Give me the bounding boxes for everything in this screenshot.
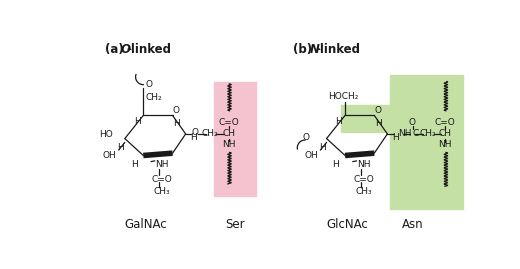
Text: N: N (309, 43, 319, 56)
Text: -linked: -linked (126, 43, 172, 56)
Text: O: O (121, 43, 131, 56)
Bar (389, 75, 463, 209)
Text: OH: OH (102, 151, 116, 160)
Text: H: H (173, 119, 180, 128)
Text: CH: CH (439, 129, 452, 138)
Text: H: H (134, 117, 140, 126)
Text: HOCH₂: HOCH₂ (328, 92, 359, 101)
Text: O: O (173, 106, 180, 115)
Text: H: H (392, 133, 398, 142)
Text: H: H (332, 160, 339, 169)
Text: H: H (190, 133, 197, 142)
Text: C: C (412, 129, 418, 138)
Text: NH: NH (222, 140, 236, 149)
Text: H: H (319, 143, 326, 152)
Text: O: O (374, 106, 382, 115)
Text: O: O (409, 118, 415, 127)
Text: C=O: C=O (353, 175, 374, 184)
Text: NH: NH (357, 160, 370, 169)
Text: CH: CH (222, 129, 235, 138)
Text: O: O (191, 128, 199, 137)
Bar (341, 105, 395, 132)
Text: (b): (b) (293, 43, 317, 56)
Text: GalNAc: GalNAc (124, 218, 167, 231)
Text: O: O (146, 80, 152, 89)
Text: O: O (303, 133, 309, 141)
Text: Ser: Ser (225, 218, 245, 231)
Text: OH: OH (304, 151, 318, 160)
Text: CH₂: CH₂ (146, 93, 162, 102)
Text: GlcNAc: GlcNAc (327, 218, 368, 231)
Text: Asn: Asn (402, 218, 424, 231)
Text: CH₃: CH₃ (153, 187, 170, 196)
Text: CH₂: CH₂ (202, 129, 218, 138)
Text: C=O: C=O (435, 118, 456, 127)
Text: H: H (131, 160, 137, 169)
Text: HO: HO (99, 130, 112, 139)
Text: H: H (375, 119, 382, 128)
Text: NH: NH (155, 160, 168, 169)
Text: CH₂: CH₂ (419, 129, 436, 138)
Text: NH: NH (438, 140, 452, 149)
Bar (214, 82, 256, 196)
Text: H: H (118, 143, 124, 152)
Text: C=O: C=O (151, 175, 172, 184)
Text: H: H (335, 117, 342, 126)
Text: CH₃: CH₃ (355, 187, 372, 196)
Text: C=O: C=O (218, 118, 239, 127)
Text: (a): (a) (105, 43, 128, 56)
Text: -linked: -linked (315, 43, 360, 56)
Text: NH: NH (398, 129, 412, 138)
